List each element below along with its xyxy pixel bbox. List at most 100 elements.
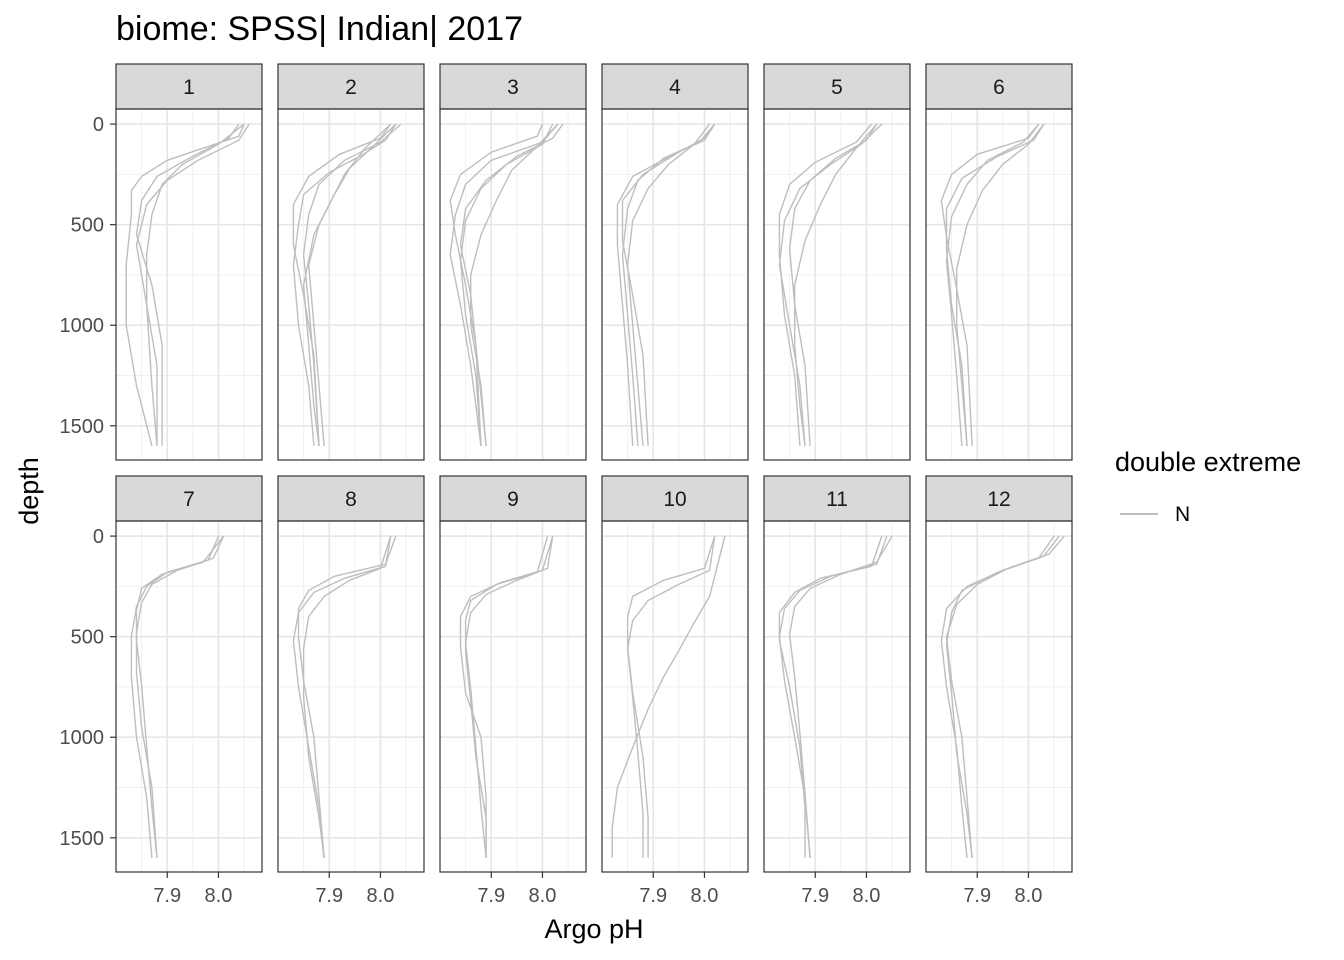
strip-label: 3 [507, 76, 519, 99]
panel-border [763, 520, 911, 873]
x-tick-label: 8.0 [691, 885, 719, 907]
x-tick-label: 7.9 [315, 885, 343, 907]
y-tick-label: 1500 [60, 828, 105, 850]
strip-background [925, 475, 1073, 522]
x-axis-title: Argo pH [544, 914, 643, 944]
panel-border [925, 108, 1073, 461]
profile-line [297, 535, 397, 858]
profile-line [302, 123, 402, 446]
profile-line [621, 123, 716, 446]
profile-line [940, 535, 1060, 858]
profile-line [470, 123, 559, 446]
profile-line [135, 123, 250, 446]
profile-line [626, 123, 711, 446]
x-tick-label: 7.9 [801, 885, 829, 907]
strip-background [439, 475, 587, 522]
panel-7: 7 0 500 1000 1500 7.9 8.0 [60, 475, 263, 907]
profile-line [788, 123, 878, 446]
x-tick-label: 7.9 [639, 885, 667, 907]
profile-line [945, 535, 1055, 858]
y-tick-label: 1500 [60, 416, 105, 438]
profile-line [459, 123, 554, 446]
x-tick-label: 8.0 [1015, 885, 1043, 907]
panel-border [439, 520, 587, 873]
profile-line [302, 123, 392, 446]
panel-2: 2 [277, 63, 425, 461]
strip-background [115, 63, 263, 110]
x-tick-label: 7.9 [153, 885, 181, 907]
y-tick-label: 0 [93, 526, 104, 548]
profile-line [794, 123, 878, 446]
y-axis-title: depth [14, 457, 44, 525]
profile-line [788, 535, 893, 858]
y-tick-label: 1000 [60, 727, 105, 749]
profile-line [616, 123, 716, 446]
panel-border [115, 108, 263, 461]
profile-line [956, 123, 1045, 446]
strip-label: 1 [183, 76, 195, 99]
strip-background [115, 475, 263, 522]
panel-3: 3 [439, 63, 587, 461]
strip-background [439, 63, 587, 110]
x-tick-label: 7.9 [477, 885, 505, 907]
profile-line [125, 123, 245, 447]
x-tick-label: 7.9 [963, 885, 991, 907]
panel-border [601, 108, 749, 461]
panel-11: 11 7.9 8.0 [763, 475, 911, 907]
strip-label: 8 [345, 488, 357, 511]
strip-label: 12 [987, 488, 1010, 511]
strip-label: 4 [669, 76, 681, 99]
profile-line [626, 535, 716, 858]
strip-background [277, 63, 425, 110]
strip-label: 6 [993, 76, 1005, 99]
profile-line [145, 123, 245, 446]
profile-line [778, 123, 873, 446]
profile-line [307, 123, 397, 446]
panel-10: 10 7.9 8.0 [601, 475, 749, 907]
profile-line [292, 123, 392, 446]
profile-line [449, 123, 544, 446]
strip-label: 5 [831, 76, 843, 99]
strip-label: 7 [183, 488, 195, 511]
panel-9: 9 7.9 8.0 [439, 475, 587, 907]
strip-background [601, 63, 749, 110]
panel-12: 12 7.9 8.0 [925, 475, 1073, 907]
panel-border [277, 108, 425, 461]
profile-line [940, 123, 1040, 446]
profile-line [302, 535, 392, 858]
profile-line [945, 123, 1040, 446]
y-tick-label: 500 [71, 627, 104, 649]
x-tick-label: 8.0 [367, 885, 395, 907]
profile-line [292, 535, 392, 858]
strip-background [601, 475, 749, 522]
profile-line [621, 123, 716, 446]
y-tick-label: 0 [93, 114, 104, 136]
profile-line [135, 535, 225, 858]
profile-line [459, 123, 564, 446]
panel-6: 6 [925, 63, 1073, 461]
profile-line [611, 535, 726, 858]
y-tick-label: 1000 [60, 315, 105, 337]
strip-label: 11 [826, 488, 848, 511]
panel-border [601, 520, 749, 873]
strip-label: 2 [345, 76, 357, 99]
panel-border [439, 108, 587, 461]
profile-line [778, 535, 888, 858]
profile-line [135, 123, 240, 446]
panel-border [115, 520, 263, 873]
profile-line [130, 535, 220, 858]
profile-line [626, 535, 716, 858]
strip-label: 10 [663, 488, 686, 511]
y-tick-label: 500 [71, 215, 104, 237]
strip-background [763, 63, 911, 110]
panel-1: 1 0 500 1000 1500 [60, 63, 263, 461]
legend-title: double extreme [1115, 447, 1301, 477]
profile-line [464, 535, 549, 858]
panel-4: 4 [601, 63, 749, 461]
profile-line [945, 535, 1065, 858]
profile-line [449, 123, 559, 446]
panel-5: 5 [763, 63, 911, 461]
panel-border [925, 520, 1073, 873]
